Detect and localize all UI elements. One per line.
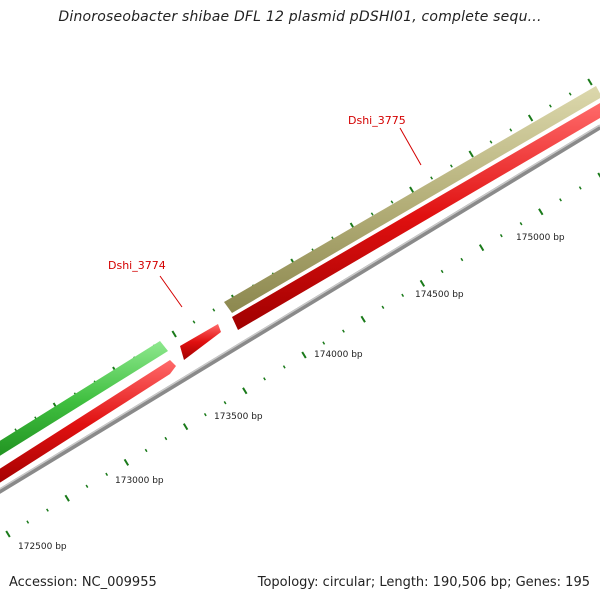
gene-label-dshi-3775[interactable]: Dshi_3775 — [348, 114, 406, 127]
major-tick — [409, 186, 415, 194]
minus-strand-gene-right[interactable] — [232, 103, 600, 330]
map-title: Dinoroseobacter shibae DFL 12 plasmid pD… — [58, 9, 542, 25]
major-tick — [468, 150, 474, 158]
inner-tick-ring — [5, 172, 600, 538]
major-tick — [171, 330, 177, 338]
position-label: 172500 bp — [18, 542, 67, 552]
minor-tick — [489, 140, 493, 144]
minor-tick — [430, 176, 434, 180]
accession-text: Accession: NC_009955 — [9, 575, 157, 590]
minor-tick — [192, 320, 196, 324]
minor-tick — [203, 412, 207, 417]
major-tick — [5, 530, 11, 538]
position-label: 175000 bp — [516, 233, 565, 243]
minor-tick — [519, 222, 523, 226]
backbone-line — [0, 124, 600, 494]
major-tick — [527, 114, 534, 122]
major-tick — [597, 172, 600, 178]
minor-tick — [164, 436, 168, 441]
gene-dshi-3774[interactable] — [180, 324, 221, 360]
minor-tick — [381, 305, 385, 309]
major-tick — [182, 423, 189, 431]
minor-tick — [144, 448, 148, 453]
minus-strand-gene-left[interactable] — [0, 360, 176, 489]
minor-tick — [105, 472, 109, 477]
genome-stats-text: Topology: circular; Length: 190,506 bp; … — [257, 575, 590, 590]
minor-tick — [449, 164, 453, 168]
major-tick — [478, 244, 485, 252]
major-tick — [123, 458, 130, 466]
minor-tick — [401, 293, 405, 298]
minor-tick — [499, 233, 503, 238]
minor-tick — [440, 269, 444, 274]
major-tick — [538, 208, 544, 216]
minor-tick — [509, 128, 513, 132]
major-tick — [242, 387, 248, 395]
minor-tick — [370, 212, 374, 216]
minor-tick — [263, 377, 266, 381]
leader-line-dshi-3774 — [159, 275, 183, 308]
minor-tick — [548, 104, 552, 108]
gene-dshi-3775[interactable] — [224, 86, 600, 313]
major-tick — [64, 494, 70, 502]
leader-line-dshi-3775 — [399, 127, 422, 166]
minor-tick — [342, 329, 345, 333]
major-tick — [301, 351, 307, 359]
gene-label-dshi-3774[interactable]: Dshi_3774 — [108, 259, 166, 272]
minor-tick — [223, 401, 227, 405]
position-label: 174000 bp — [314, 350, 363, 360]
minor-tick — [578, 186, 582, 190]
minor-tick — [282, 365, 286, 369]
major-tick — [419, 279, 426, 287]
minor-tick — [26, 520, 30, 524]
minor-tick — [212, 308, 216, 312]
minor-tick — [46, 508, 49, 512]
major-tick — [587, 78, 593, 86]
minor-tick — [460, 257, 464, 262]
plus-strand-gene-green[interactable] — [0, 341, 168, 462]
minor-tick — [390, 200, 394, 204]
position-label: 173000 bp — [115, 476, 164, 486]
minor-tick — [85, 484, 89, 488]
position-label: 173500 bp — [214, 412, 263, 422]
minor-tick — [559, 198, 562, 202]
minor-tick — [568, 92, 572, 96]
minor-tick — [322, 341, 326, 345]
major-tick — [360, 315, 366, 323]
position-label: 174500 bp — [415, 290, 464, 300]
